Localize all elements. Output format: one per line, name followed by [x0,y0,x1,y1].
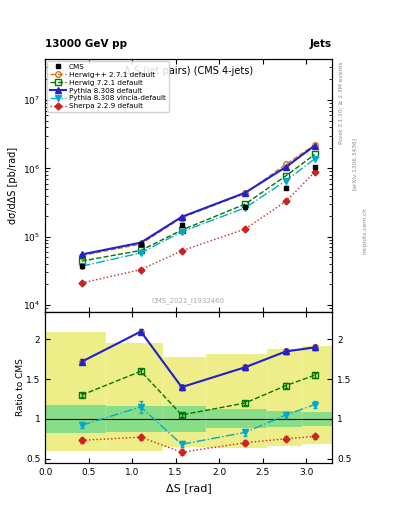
Pythia 8.308 default [284,164,288,170]
Herwig++ 2.7.1 default [179,215,184,221]
Line: Pythia 8.308 default: Pythia 8.308 default [79,143,318,257]
Sherpa 2.2.9 default [179,248,184,254]
Text: Rivet 3.1.10; ≥ 2.3M events: Rivet 3.1.10; ≥ 2.3M events [339,61,344,144]
Herwig++ 2.7.1 default [79,252,84,259]
Line: Herwig++ 2.7.1 default: Herwig++ 2.7.1 default [79,142,318,259]
Sherpa 2.2.9 default [312,169,317,175]
Pythia 8.308 vincia-default [243,205,248,211]
Pythia 8.308 default [312,142,317,148]
Line: Herwig 7.2.1 default: Herwig 7.2.1 default [79,152,318,264]
Text: 13000 GeV pp: 13000 GeV pp [45,38,127,49]
Sherpa 2.2.9 default [138,267,143,273]
Pythia 8.308 vincia-default [79,263,84,269]
Text: mcplots.cern.ch: mcplots.cern.ch [362,207,367,254]
Herwig 7.2.1 default [79,258,84,264]
Herwig 7.2.1 default [179,227,184,233]
Herwig++ 2.7.1 default [138,241,143,247]
X-axis label: ΔS [rad]: ΔS [rad] [166,483,211,493]
Y-axis label: dσ/dΔS [pb/rad]: dσ/dΔS [pb/rad] [7,147,18,224]
Herwig++ 2.7.1 default [284,161,288,167]
Line: Pythia 8.308 vincia-default: Pythia 8.308 vincia-default [79,156,318,269]
Text: CMS_2021_I1932460: CMS_2021_I1932460 [152,297,225,304]
Herwig 7.2.1 default [284,173,288,179]
Pythia 8.308 default [138,240,143,246]
Text: Jets: Jets [310,38,332,49]
Herwig++ 2.7.1 default [312,142,317,148]
Pythia 8.308 vincia-default [138,250,143,256]
Sherpa 2.2.9 default [243,226,248,232]
Y-axis label: Ratio to CMS: Ratio to CMS [16,358,25,416]
Line: Sherpa 2.2.9 default: Sherpa 2.2.9 default [79,170,317,286]
Sherpa 2.2.9 default [79,280,84,286]
Herwig 7.2.1 default [312,152,317,158]
Legend: CMS, Herwig++ 2.7.1 default, Herwig 7.2.1 default, Pythia 8.308 default, Pythia : CMS, Herwig++ 2.7.1 default, Herwig 7.2.… [48,61,169,112]
Text: Δ S (jet pairs) (CMS 4-jets): Δ S (jet pairs) (CMS 4-jets) [124,67,253,76]
Pythia 8.308 vincia-default [284,178,288,184]
Text: [arXiv:1306.3436]: [arXiv:1306.3436] [352,137,357,190]
Pythia 8.308 vincia-default [179,229,184,235]
Pythia 8.308 default [179,214,184,220]
Pythia 8.308 default [243,189,248,196]
Herwig++ 2.7.1 default [243,190,248,197]
Herwig 7.2.1 default [138,247,143,253]
Pythia 8.308 default [79,251,84,258]
Sherpa 2.2.9 default [284,198,288,204]
Pythia 8.308 vincia-default [312,156,317,162]
Herwig 7.2.1 default [243,201,248,207]
